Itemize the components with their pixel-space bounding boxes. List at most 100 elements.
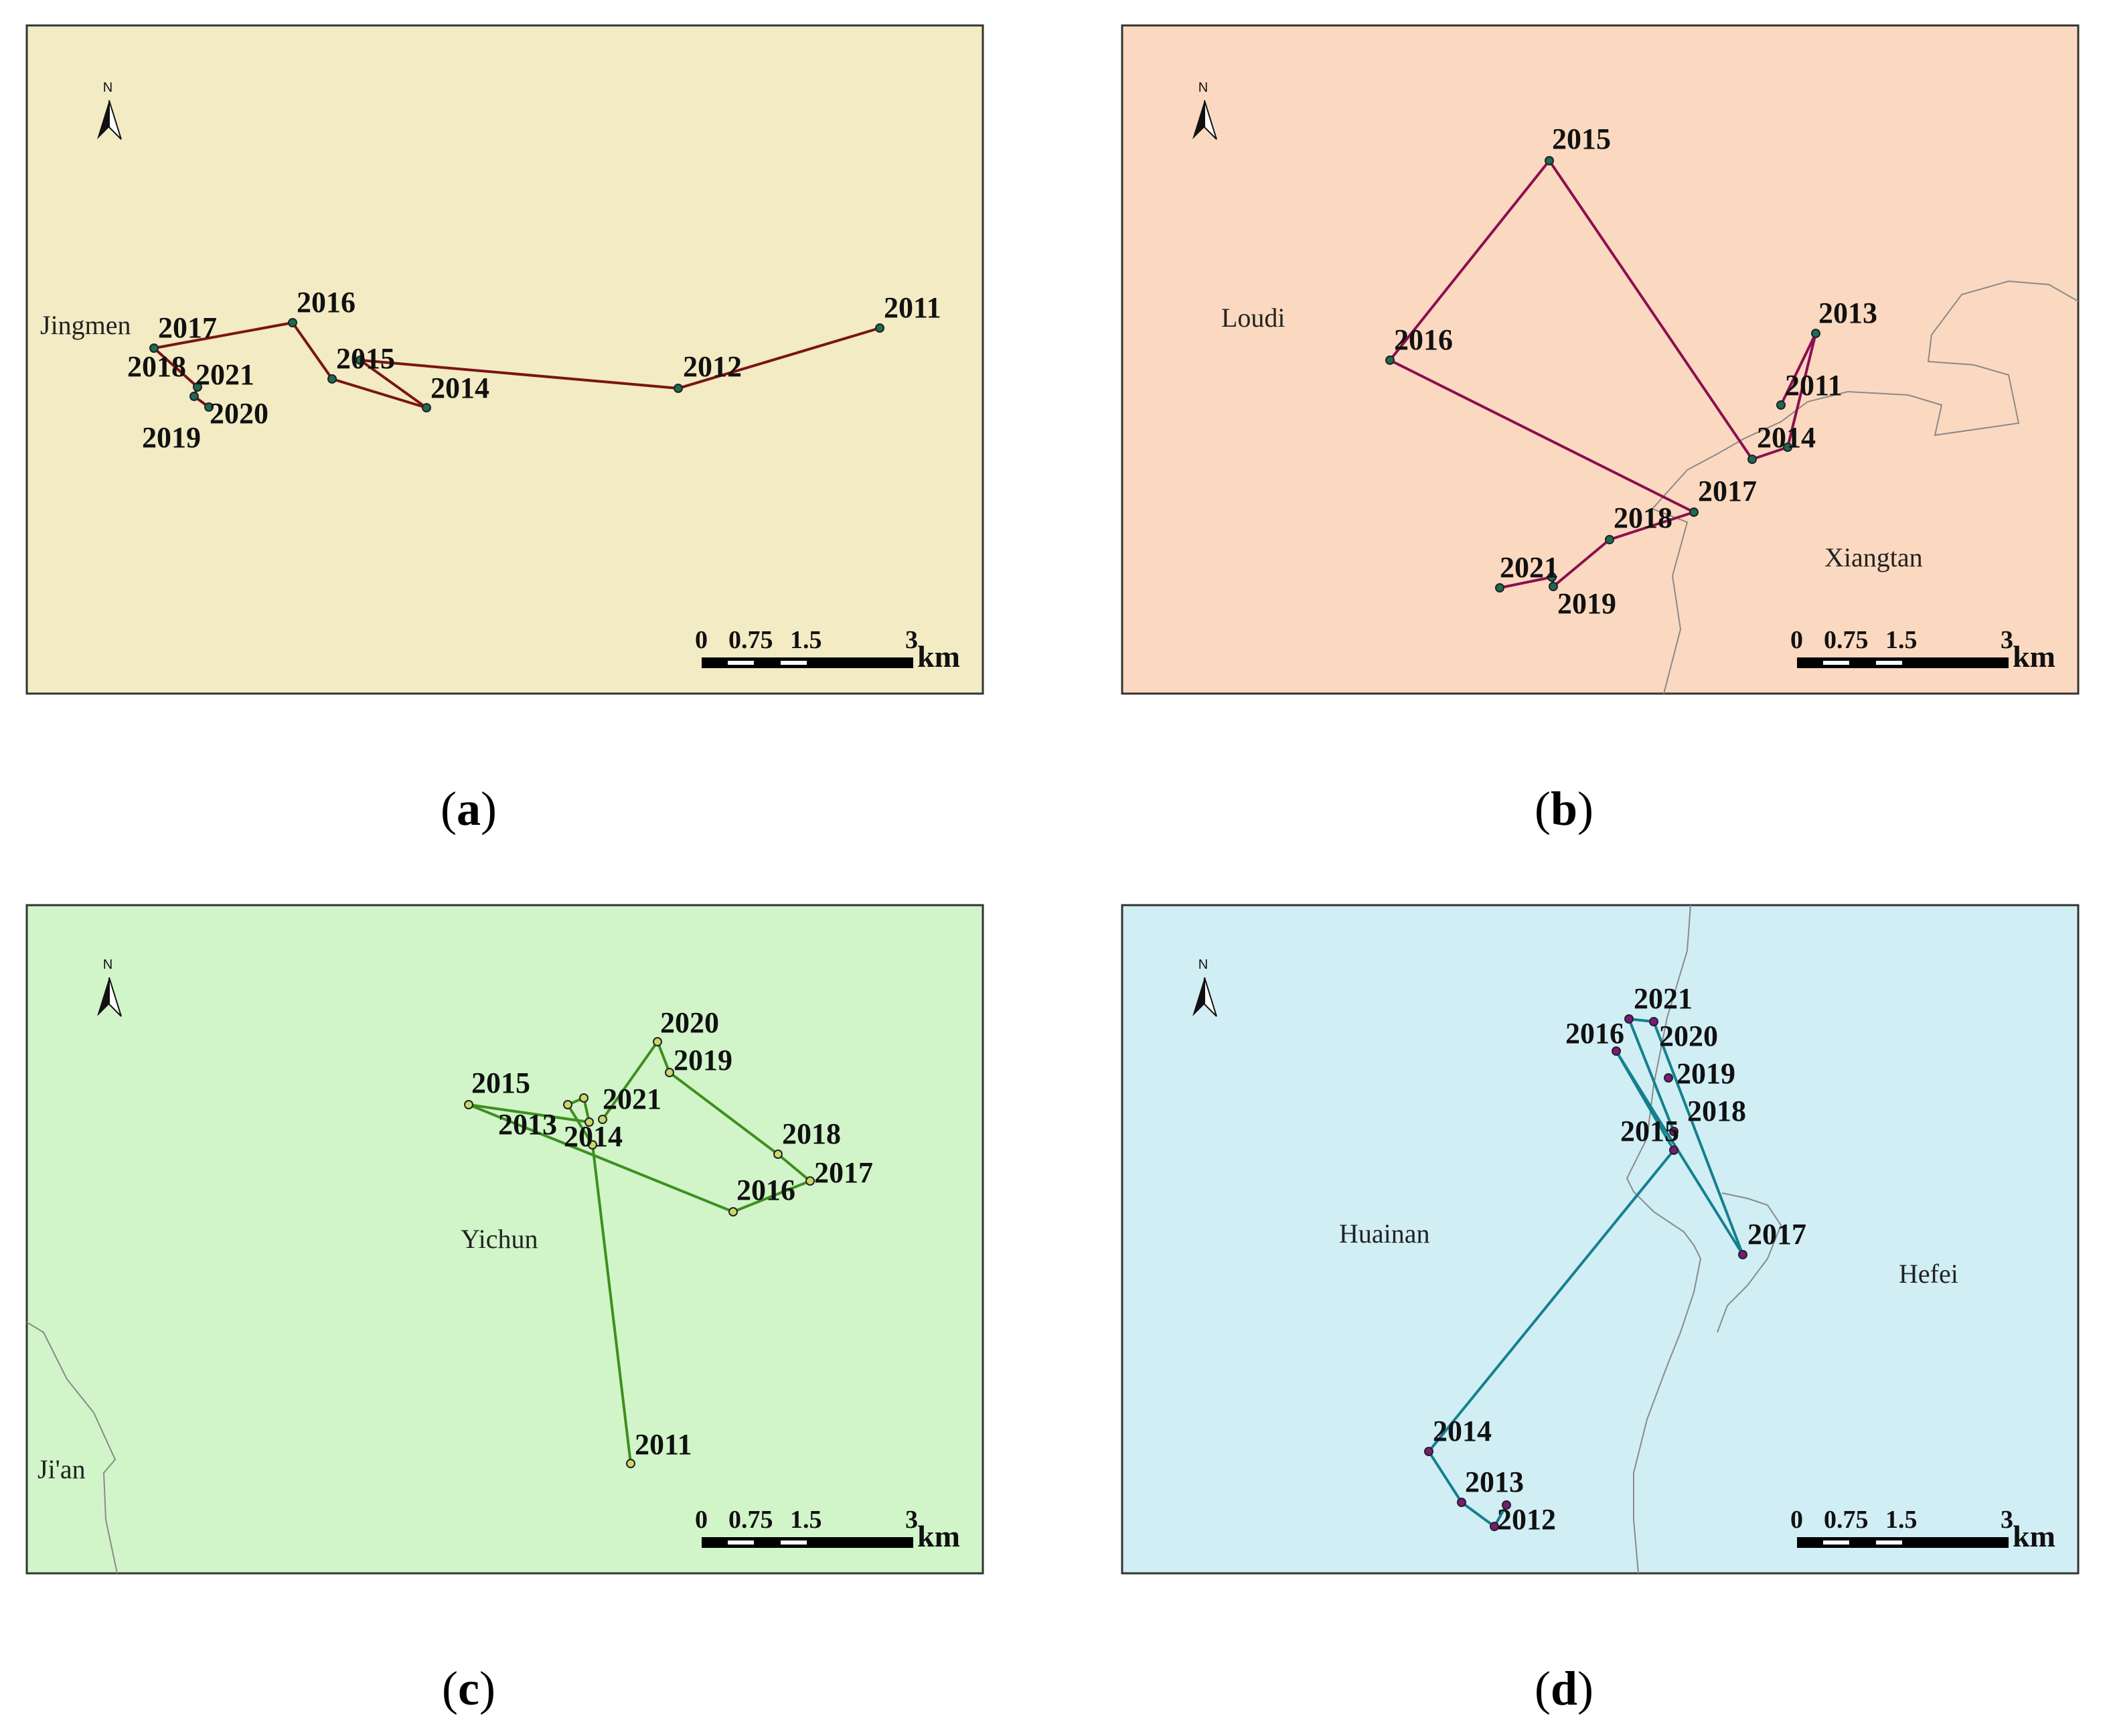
caption-open: ( <box>442 1662 458 1715</box>
year-label-2011: 2011 <box>1785 369 1843 402</box>
panel-b-map-background <box>1121 24 2080 695</box>
north-arrow: N <box>97 957 122 1017</box>
city-label: Yichun <box>461 1224 538 1254</box>
scale-bar-body <box>702 657 913 668</box>
scale-bar-segment <box>728 1541 754 1545</box>
scale-bar-segment <box>1823 1541 1849 1545</box>
year-label-2014: 2014 <box>1757 421 1816 454</box>
point-2017 <box>149 343 159 353</box>
panel-c-map-background <box>25 904 984 1575</box>
scale-tick-1-5: 1.5 <box>1885 1506 1918 1534</box>
scale-bar-segment <box>1876 1541 1902 1545</box>
year-label-2019: 2019 <box>1676 1057 1735 1090</box>
point-2019 <box>189 392 199 401</box>
year-label-2015: 2015 <box>1552 123 1611 155</box>
year-label-2021: 2021 <box>196 358 254 391</box>
point-2011 <box>1776 400 1786 410</box>
point-2017 <box>1738 1250 1747 1259</box>
caption-letter: d <box>1551 1662 1577 1715</box>
scale-tick-1-5: 1.5 <box>790 626 822 654</box>
scale-bar: 0 0.75 1.5 3 km <box>1790 1506 2055 1553</box>
north-arrow-left-half <box>1192 100 1204 139</box>
year-label-2016: 2016 <box>1565 1017 1624 1050</box>
point-2013 <box>1811 329 1820 338</box>
point-2017 <box>1689 507 1699 517</box>
north-arrow-left-half <box>97 977 109 1016</box>
point-2012 <box>674 384 683 393</box>
admin-boundary <box>26 1322 118 1574</box>
year-label-2014: 2014 <box>1433 1415 1492 1447</box>
scale-unit: km <box>917 639 960 674</box>
trajectory-points <box>1424 1014 1747 1531</box>
north-arrow: N <box>1192 957 1217 1017</box>
scale-tick-3: 3 <box>2001 1506 2013 1534</box>
year-labels: 2011 2013 2014 2015 2016 2017 2018 2019 … <box>471 1006 873 1461</box>
scale-tick-0-75: 0.75 <box>1824 626 1869 654</box>
scale-tick-0: 0 <box>1790 626 1803 654</box>
scale-bar-body <box>1797 1537 2009 1548</box>
year-label-2017: 2017 <box>814 1156 873 1189</box>
point-2021 <box>598 1115 607 1124</box>
city-label: Hefei <box>1899 1259 1958 1289</box>
admin-boundary <box>1717 1192 1782 1333</box>
year-label-2016: 2016 <box>297 286 356 319</box>
scale-bar-body <box>1797 657 2009 668</box>
year-label-2014: 2014 <box>431 372 489 404</box>
scale-bar-segment <box>781 1541 807 1545</box>
caption-close: ) <box>481 782 497 836</box>
scale-tick-0-75: 0.75 <box>728 626 773 654</box>
north-arrow-label: N <box>1198 957 1208 972</box>
north-arrow-label: N <box>103 80 112 95</box>
year-label-2011: 2011 <box>884 291 941 324</box>
year-label-2018: 2018 <box>127 350 186 383</box>
year-label-2012: 2012 <box>683 350 742 383</box>
point-2021 <box>1624 1014 1634 1024</box>
scale-tick-0-75: 0.75 <box>1824 1506 1869 1534</box>
point-2012b <box>1502 1500 1511 1510</box>
year-label-2021: 2021 <box>1500 551 1559 584</box>
scale-tick-3: 3 <box>2001 626 2013 654</box>
year-label-2020: 2020 <box>660 1006 719 1039</box>
caption-open: ( <box>441 782 457 836</box>
city-label: Xiangtan <box>1824 542 1923 572</box>
point-2014 <box>422 403 431 412</box>
point-2015 <box>1545 156 1554 165</box>
point-2014 <box>588 1140 597 1150</box>
north-arrow: N <box>1192 80 1217 140</box>
caption-letter: a <box>457 782 481 836</box>
north-arrow-right-half <box>108 100 122 140</box>
point-2020 <box>204 402 214 412</box>
scale-bar-segment <box>1876 661 1902 665</box>
point-2020 <box>1649 1017 1658 1026</box>
year-label-2015: 2015 <box>471 1067 530 1099</box>
panel-b: N Loudi Xiangtan 2011 2013 2014 2015 201… <box>1121 24 2080 836</box>
point-2014b <box>1747 455 1757 464</box>
scale-bar: 0 0.75 1.5 3 km <box>695 626 960 674</box>
caption-letter: c <box>458 1662 479 1715</box>
year-label-2015: 2015 <box>336 342 395 375</box>
year-labels: 2011 2012 2014 2015 2016 2017 2018 2019 … <box>127 286 941 454</box>
caption-letter: b <box>1551 782 1577 836</box>
point-2011 <box>626 1459 635 1468</box>
point-2016b <box>327 374 337 384</box>
year-label-2018: 2018 <box>782 1117 841 1150</box>
trajectory-line <box>1427 1018 1744 1528</box>
point-2013 <box>563 1100 572 1109</box>
admin-boundary <box>1626 904 1702 1574</box>
point-2014 <box>1783 443 1792 452</box>
year-label-2013: 2013 <box>498 1108 557 1141</box>
point-2016 <box>1612 1046 1621 1056</box>
scale-bar: 0 0.75 1.5 3 km <box>695 1506 960 1553</box>
panel-caption: (d) <box>1535 1662 1593 1715</box>
point-2015 <box>1669 1146 1679 1155</box>
city-label: Ji'an <box>37 1454 86 1484</box>
scale-bar-segment <box>728 661 754 665</box>
point-2020 <box>653 1037 662 1046</box>
caption-close: ) <box>1577 1662 1593 1715</box>
north-arrow-left-half <box>97 100 109 139</box>
panel-a-map-background <box>25 24 984 695</box>
scale-tick-0: 0 <box>695 1506 708 1534</box>
point-2021 <box>1495 583 1504 593</box>
scale-tick-0: 0 <box>1790 1506 1803 1534</box>
caption-close: ) <box>479 1662 495 1715</box>
